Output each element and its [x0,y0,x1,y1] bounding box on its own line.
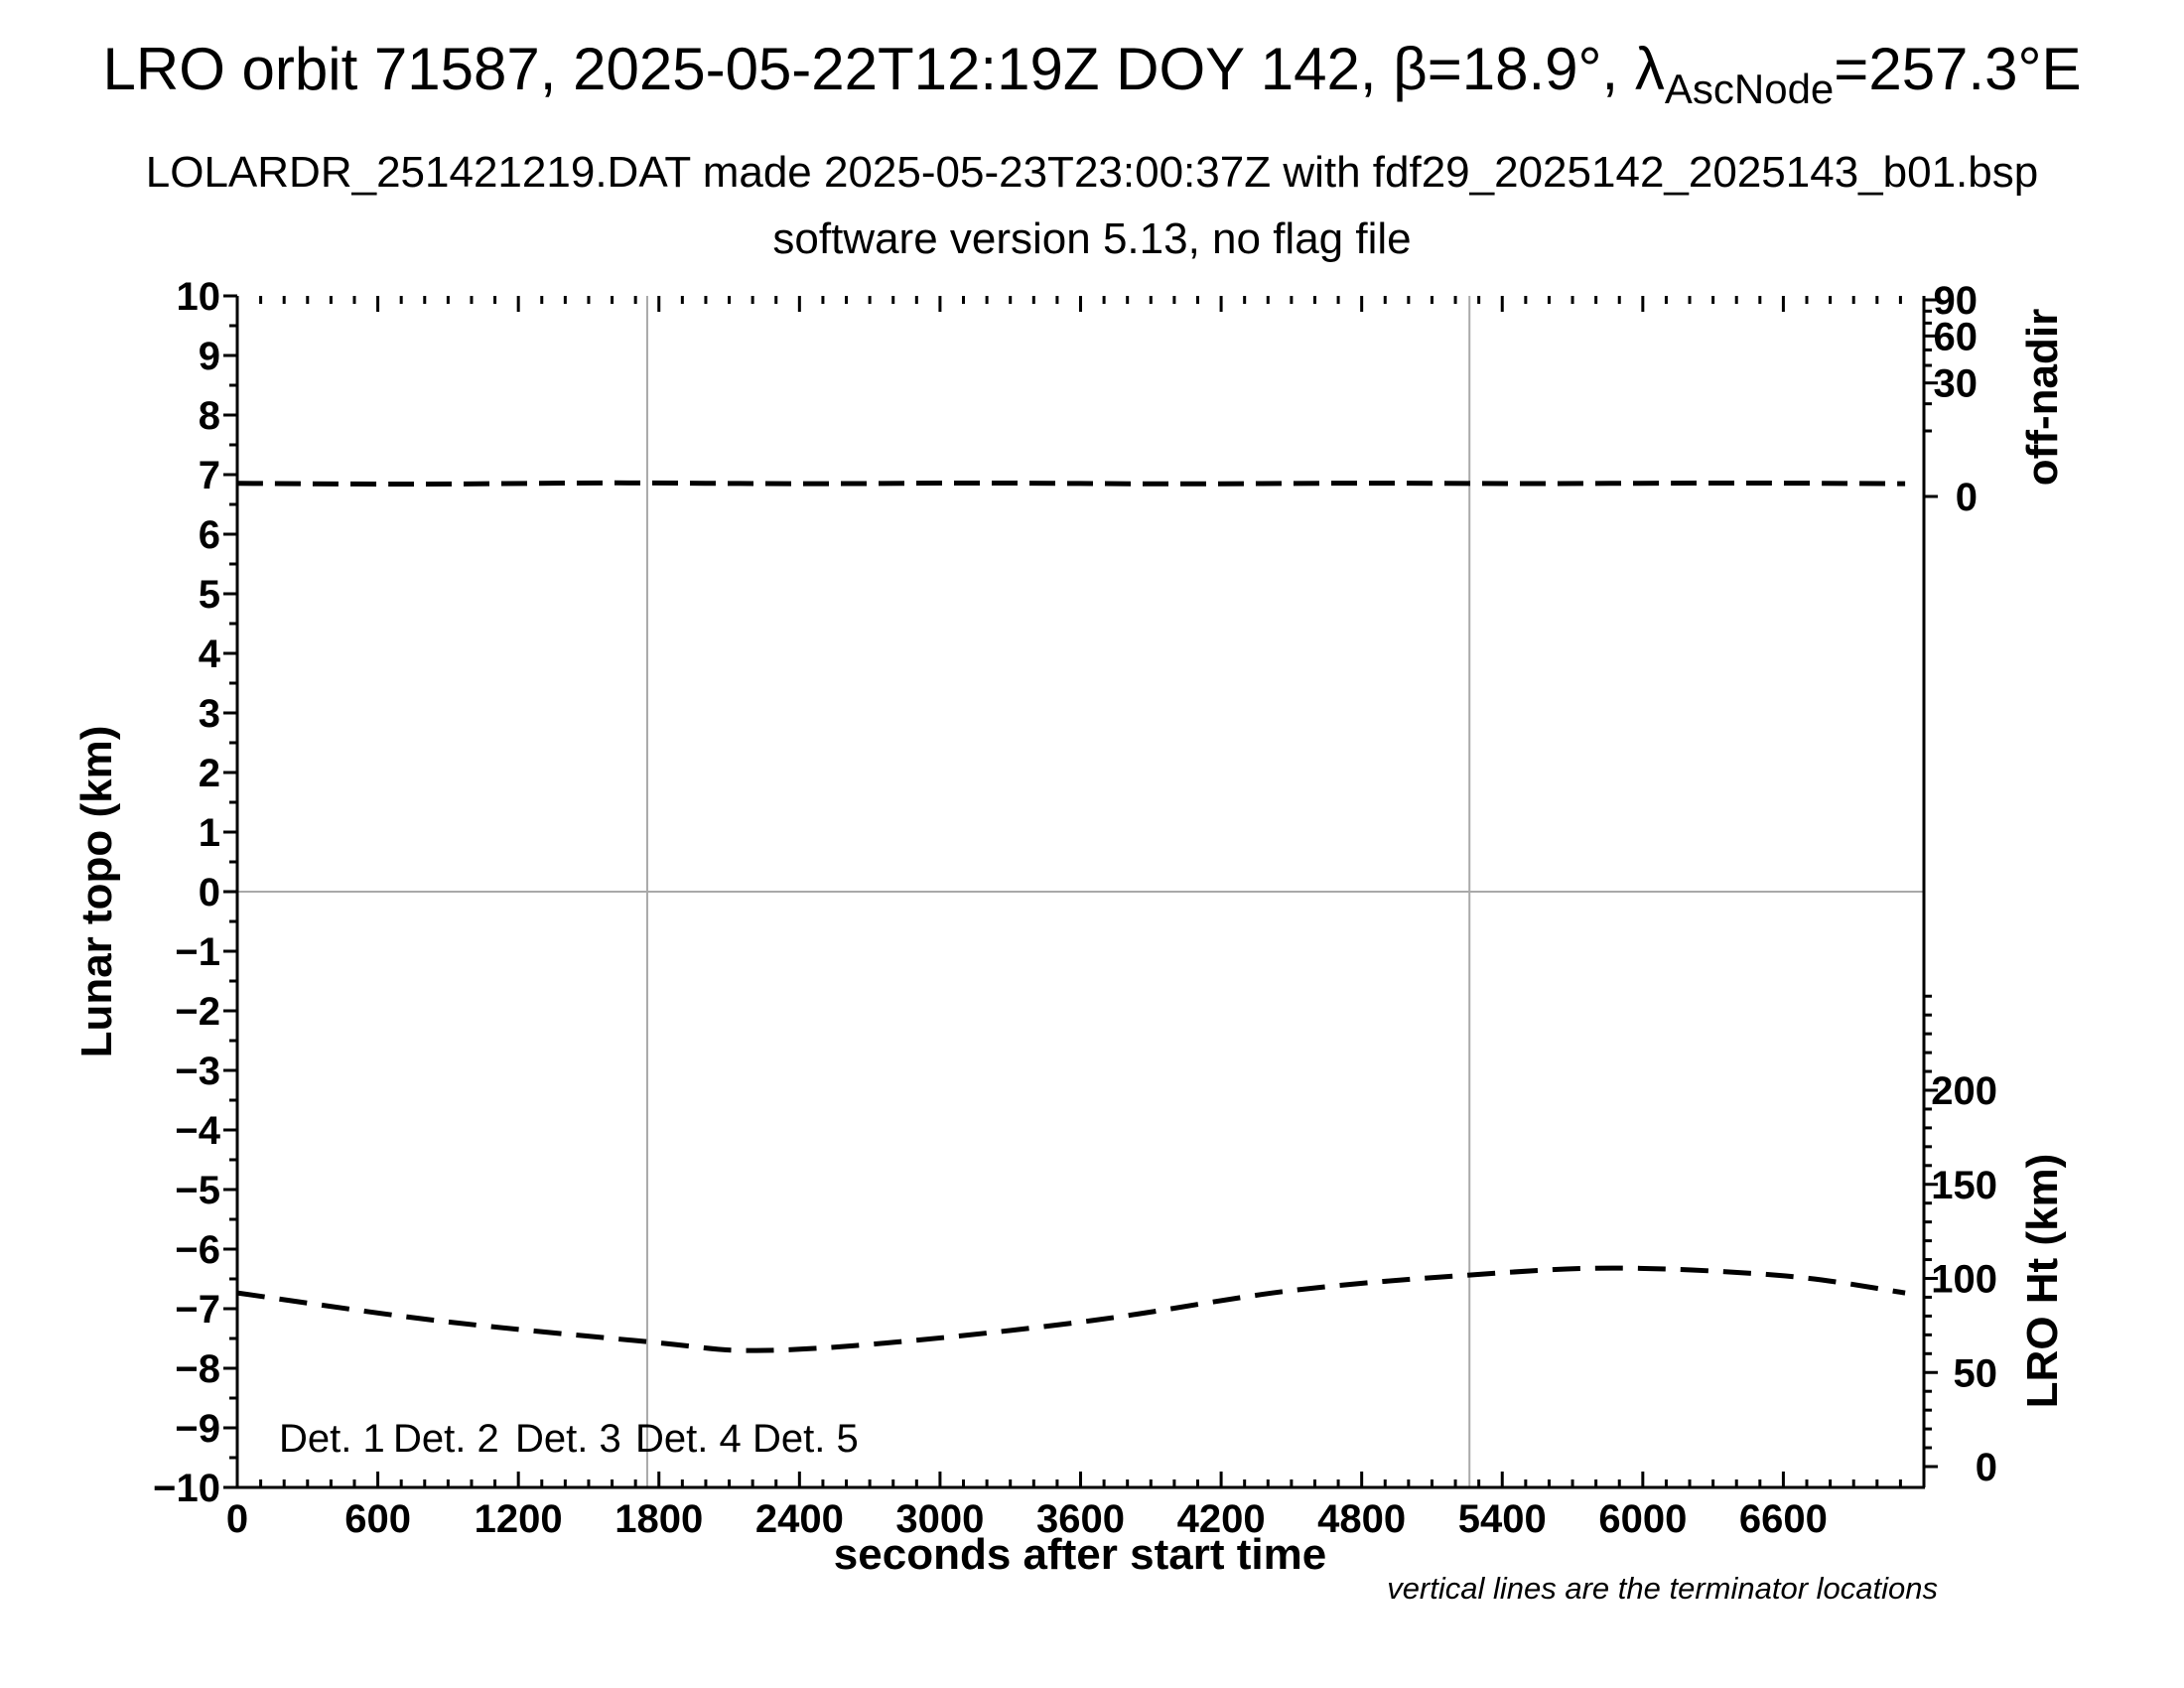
x-axis-title: seconds after start time [834,1530,1326,1579]
y-left-tick-label: 7 [199,454,220,497]
offnadir-tick-label: 0 [1956,476,1978,519]
lroht-tick-label: 0 [1976,1446,1997,1489]
y-left-tick-label: −9 [175,1407,220,1451]
x-tick-label: 3600 [1036,1497,1125,1541]
y-left-tick-label: 9 [199,335,220,378]
y-left-tick-label: −6 [175,1228,220,1272]
y-left-tick-label: −4 [175,1109,220,1153]
chart-title-tail: =257.3°E [1834,36,2081,102]
lroht-tick-label: 100 [1931,1258,1997,1302]
x-tick-label: 1800 [614,1497,703,1541]
x-tick-label: 4200 [1177,1497,1266,1541]
legend-det-2: Det. 2 [393,1417,499,1461]
chart-subtitle: LOLARDR_251421219.DAT made 2025-05-23T23… [146,148,2038,197]
x-tick-label: 4800 [1317,1497,1406,1541]
x-tick-label: 5400 [1458,1497,1547,1541]
x-tick-label: 1200 [475,1497,563,1541]
y-left-tick-label: 1 [199,811,220,855]
y-axis-left-title: Lunar topo (km) [72,726,121,1058]
y-axis-right-top-title: off-nadir [2018,309,2067,486]
y-left-tick-label: 0 [199,871,220,914]
y-left-tick-label: −8 [175,1347,220,1391]
x-tick-label: 600 [344,1497,411,1541]
offnadir-tick-label: 90 [1934,279,1979,323]
y-left-tick-label: −2 [175,990,220,1034]
lroht-tick-label: 150 [1931,1164,1997,1207]
chart-subtitle-2: software version 5.13, no flag file [772,214,1411,263]
y-left-tick-label: 4 [199,633,221,676]
legend-det-4: Det. 4 [635,1417,742,1461]
y-left-tick-label: −10 [153,1467,220,1510]
chart-title-main: LRO orbit 71587, 2025-05-22T12:19Z DOY 1… [103,36,1665,102]
legend-det-1: Det. 1 [279,1417,385,1461]
offnadir-tick-label: 30 [1934,362,1979,406]
chart-title: LRO orbit 71587, 2025-05-22T12:19Z DOY 1… [103,36,2082,112]
x-tick-label: 6000 [1598,1497,1687,1541]
lroht-tick-label: 50 [1954,1351,1998,1395]
terminator-footnote: vertical lines are the terminator locati… [1387,1571,1938,1606]
lroht-tick-label: 200 [1931,1069,1997,1113]
x-tick-label: 3000 [895,1497,984,1541]
y-left-tick-label: 3 [199,692,220,736]
axis-tick-labels: 0 600 1200 1800 2400 3000 3600 4200 4800 5400 6000… [153,275,1997,1541]
y-left-tick-label: −5 [175,1169,220,1212]
chart-title-subscript: AscNode [1665,66,1834,112]
y-left-tick-label: 6 [199,513,220,557]
reference-lines [237,296,1924,1487]
offnadir-tick-label: 60 [1934,315,1979,358]
y-left-tick-label: −1 [175,930,220,974]
y-left-tick-label: −3 [175,1050,220,1093]
x-tick-label: 6600 [1739,1497,1828,1541]
axis-ticks [223,294,1938,1489]
detector-legend: Det. 1 Det. 2 Det. 3 Det. 4 Det. 5 [279,1417,859,1461]
lro-height-dashed-curve [236,1265,1906,1353]
y-axis-right-bottom-title: LRO Ht (km) [2018,1154,2067,1409]
data-series [236,480,1906,1353]
y-left-tick-label: 10 [177,275,221,319]
y-left-tick-label: 2 [199,752,220,795]
y-left-tick-label: −7 [175,1288,220,1332]
off-nadir-dashed-line [236,480,1906,488]
x-tick-label: 2400 [755,1497,844,1541]
legend-det-3: Det. 3 [515,1417,621,1461]
legend-det-5: Det. 5 [752,1417,859,1461]
x-tick-label: 0 [226,1497,248,1541]
y-left-tick-label: 5 [199,573,220,617]
y-left-tick-label: 8 [199,394,220,438]
